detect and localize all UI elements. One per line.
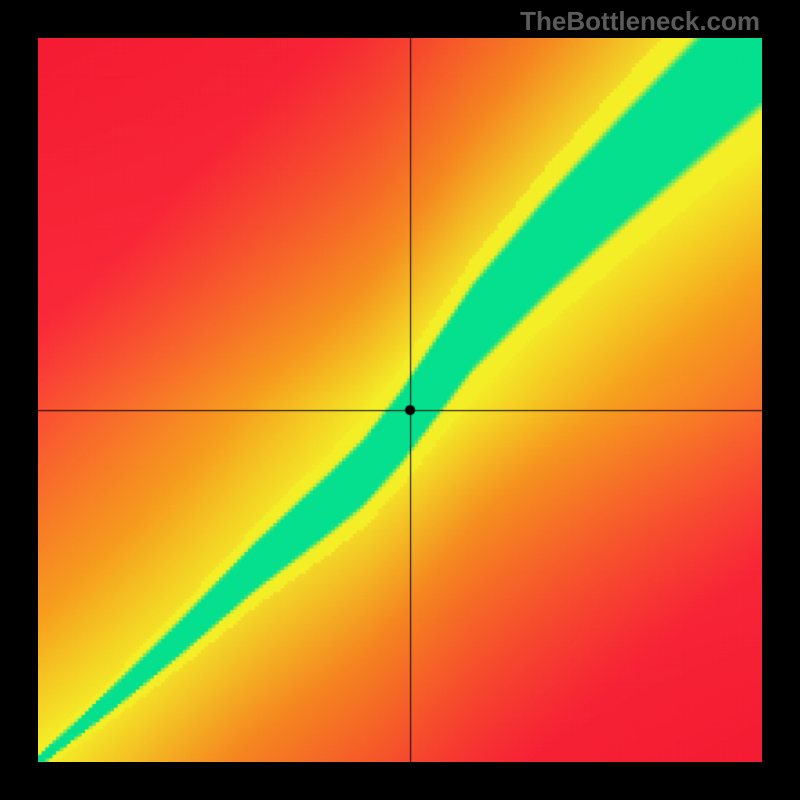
chart-container: TheBottleneck.com <box>0 0 800 800</box>
bottleneck-heatmap <box>38 38 762 762</box>
watermark-text: TheBottleneck.com <box>520 6 760 37</box>
